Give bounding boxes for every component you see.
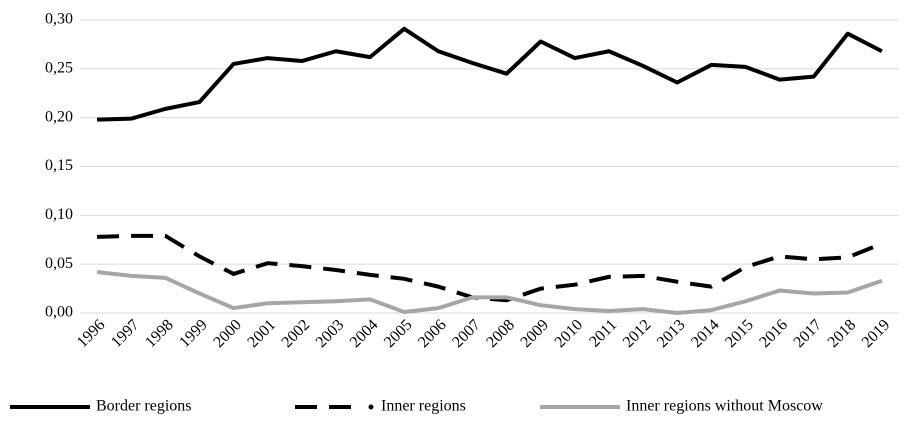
x-tick-label: 2008 xyxy=(483,316,518,351)
y-tick-label: 0,25 xyxy=(45,60,73,77)
x-tick-label: 2001 xyxy=(244,316,279,351)
x-tick-label: 2000 xyxy=(210,316,245,351)
x-tick-label: 2007 xyxy=(449,316,484,351)
x-tick-label: 2012 xyxy=(620,316,655,351)
x-tick-label: 1998 xyxy=(142,316,177,351)
x-tick-label: 2015 xyxy=(722,316,757,351)
series-line xyxy=(97,26,883,122)
x-tick-label: 2005 xyxy=(381,316,416,351)
x-tick-label: 2009 xyxy=(517,316,552,351)
x-tick-label: 1996 xyxy=(74,316,109,351)
x-tick-label: 1997 xyxy=(108,316,143,351)
x-tick-label: 2019 xyxy=(859,316,894,351)
x-tick-label: 2017 xyxy=(790,316,825,351)
y-tick-label: 0,30 xyxy=(45,11,73,28)
legend-dot xyxy=(368,404,374,410)
legend-label: Border regions xyxy=(96,398,192,415)
y-tick-label: 0,00 xyxy=(45,304,73,321)
x-tick-label: 2002 xyxy=(279,316,314,351)
x-tick-label: 2014 xyxy=(688,316,723,351)
series-line xyxy=(96,269,883,315)
x-tick-label: 2011 xyxy=(586,316,620,350)
x-tick-label: 2018 xyxy=(825,316,860,351)
x-tick-label: 2003 xyxy=(313,316,348,351)
x-tick-label: 2004 xyxy=(347,316,382,351)
y-tick-label: 0,05 xyxy=(45,255,73,272)
series-line xyxy=(97,233,883,303)
y-tick-label: 0,20 xyxy=(45,108,73,125)
x-tick-label: 1999 xyxy=(176,316,211,351)
legend-label: Inner regions without Moscow xyxy=(626,398,823,415)
y-tick-label: 0,15 xyxy=(45,157,73,174)
x-tick-label: 2016 xyxy=(756,316,791,351)
x-tick-label: 2006 xyxy=(415,316,450,351)
x-tick-label: 2010 xyxy=(552,316,587,351)
x-tick-label: 2013 xyxy=(654,316,689,351)
y-tick-label: 0,10 xyxy=(45,206,73,223)
legend-label: Inner regions xyxy=(381,398,466,415)
